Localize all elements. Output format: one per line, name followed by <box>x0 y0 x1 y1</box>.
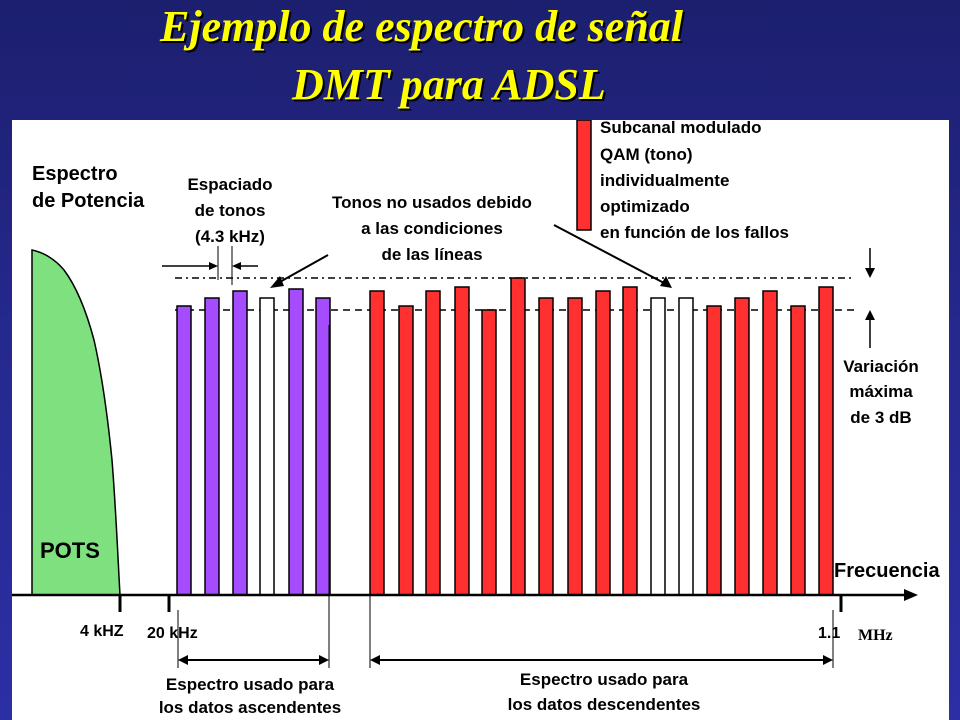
upstream-range-right-arrowhead-icon <box>319 655 329 665</box>
y-axis-label-line1: Espectro <box>32 163 118 185</box>
tone-spacing-label-line2: de tonos <box>195 201 266 220</box>
unused-tones-arrow-right <box>553 224 665 284</box>
legend-swatch <box>576 120 592 231</box>
upstream-label-line2: los datos ascendentes <box>159 698 341 717</box>
downstream-tone-bar <box>622 286 638 596</box>
pots-region <box>31 249 121 596</box>
upstream-tone-bar <box>204 297 220 596</box>
downstream-tone-bar <box>538 297 554 596</box>
dmt-spectrum-diagram: POTS Espectro de Potencia Frecuencia 4 k… <box>12 120 949 720</box>
legend-label-line5: en función de los fallos <box>600 223 789 242</box>
downstream-tone-bar <box>398 305 414 596</box>
variation-top-arrowhead-icon <box>865 268 875 278</box>
unused-tone-bar <box>259 297 275 596</box>
downstream-label-line1: Espectro usado para <box>520 670 689 689</box>
unused-tones-label-line2: a las condiciones <box>361 219 503 238</box>
downstream-tone-bar <box>510 277 526 596</box>
tone-bars <box>176 277 834 596</box>
downstream-tone-bar <box>790 305 806 596</box>
upstream-tone-bar <box>176 305 192 596</box>
tick-4khz-label: 4 kHZ <box>80 623 124 640</box>
tone-spacing-left-arrowhead-icon <box>209 262 218 270</box>
downstream-label-line2: los datos descendentes <box>508 695 701 714</box>
legend-label-line2: QAM (tono) <box>600 145 693 164</box>
downstream-tone-bar <box>818 286 834 596</box>
downstream-tone-bar <box>706 305 722 596</box>
downstream-tone-bar <box>595 290 611 596</box>
unused-tone-bar <box>678 297 694 596</box>
unused-tones-arrow-left-head-icon <box>270 276 284 288</box>
tone-spacing-label-line3: (4.3 kHz) <box>195 227 265 246</box>
downstream-tone-bar <box>369 290 385 596</box>
legend-label-line3: individualmente <box>600 171 729 190</box>
pots-label: POTS <box>40 538 100 563</box>
y-axis-label-line2: de Potencia <box>32 190 145 212</box>
upstream-tone-bar <box>232 290 248 596</box>
legend-label-line4: optimizado <box>600 197 690 216</box>
unused-tones-label-line3: de las líneas <box>381 245 482 264</box>
tone-spacing-label-line1: Espaciado <box>187 175 272 194</box>
legend-label-line1: Subcanal modulado <box>600 120 762 137</box>
variation-label-line2: máxima <box>849 382 913 401</box>
downstream-tone-bar <box>734 297 750 596</box>
variation-bottom-arrowhead-icon <box>865 310 875 320</box>
downstream-tone-bar <box>567 297 583 596</box>
upstream-range-left-arrowhead-icon <box>178 655 188 665</box>
downstream-range-right-arrowhead-icon <box>823 655 833 665</box>
downstream-range-left-arrowhead-icon <box>370 655 380 665</box>
unused-tones-arrow-left <box>277 254 329 284</box>
x-axis-label: Frecuencia <box>834 560 940 582</box>
downstream-tone-bar <box>454 286 470 596</box>
upstream-tone-bar <box>288 288 304 596</box>
upstream-label-line1: Espectro usado para <box>166 675 335 694</box>
upstream-tone-bar <box>315 297 331 596</box>
downstream-tone-bar <box>481 309 497 596</box>
unused-tones-label-line1: Tonos no usados debido <box>332 193 532 212</box>
slide-title-line2: DMT para ADSL <box>292 60 606 109</box>
downstream-tone-bar <box>425 290 441 596</box>
unused-tones-arrow-right-head-icon <box>660 276 672 288</box>
unused-tone-bar <box>650 297 666 596</box>
variation-label-line1: Variación <box>843 357 919 376</box>
x-axis-arrow-icon <box>904 589 918 601</box>
variation-label-line3: de 3 dB <box>850 408 911 427</box>
slide-title-line1: Ejemplo de espectro de señal <box>160 2 684 51</box>
tick-20khz-label: 20 kHz <box>147 625 198 642</box>
tone-spacing-right-arrowhead-icon <box>232 262 241 270</box>
downstream-tone-bar <box>762 290 778 596</box>
unit-mhz-label: MHz <box>858 627 893 644</box>
tick-1-1-label: 1.1 <box>818 625 840 642</box>
